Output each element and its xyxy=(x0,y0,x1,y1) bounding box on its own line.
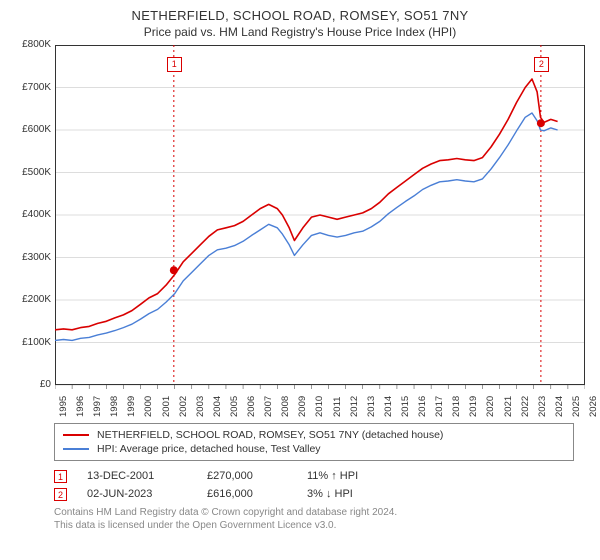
x-tick-label: 2010 xyxy=(314,396,318,417)
chart-container: NETHERFIELD, SCHOOL ROAD, ROMSEY, SO51 7… xyxy=(0,0,600,560)
legend-row: NETHERFIELD, SCHOOL ROAD, ROMSEY, SO51 7… xyxy=(63,428,565,442)
event-row: 2 02-JUN-2023£616,0003% ↓ HPI xyxy=(54,485,586,503)
event-date: 02-JUN-2023 xyxy=(87,488,207,500)
x-tick-label: 2017 xyxy=(434,396,438,417)
x-tick-label: 2013 xyxy=(366,396,370,417)
y-tick-label: £500K xyxy=(15,167,51,178)
x-tick-label: 2004 xyxy=(212,396,216,417)
x-tick-label: 1999 xyxy=(126,396,130,417)
y-tick-label: £400K xyxy=(15,209,51,220)
chart-title: NETHERFIELD, SCHOOL ROAD, ROMSEY, SO51 7… xyxy=(14,8,586,23)
x-tick-label: 2020 xyxy=(485,396,489,417)
y-tick-label: £800K xyxy=(15,39,51,50)
x-tick-label: 2018 xyxy=(451,396,455,417)
x-tick-label: 2025 xyxy=(571,396,575,417)
x-tick-label: 2007 xyxy=(263,396,267,417)
x-tick-label: 2019 xyxy=(468,396,472,417)
x-tick-label: 2006 xyxy=(246,396,250,417)
x-tick-label: 1996 xyxy=(75,396,79,417)
event-badge: 2 xyxy=(54,488,67,501)
y-tick-label: £0 xyxy=(15,379,51,390)
footnote-line1: Contains HM Land Registry data © Crown c… xyxy=(54,507,586,520)
x-tick-label: 2012 xyxy=(349,396,353,417)
line-chart-svg xyxy=(55,45,585,415)
y-tick-label: £100K xyxy=(15,337,51,348)
y-tick-label: £600K xyxy=(15,124,51,135)
x-tick-label: 2021 xyxy=(503,396,507,417)
chart-subtitle: Price paid vs. HM Land Registry's House … xyxy=(14,25,586,39)
x-tick-label: 2009 xyxy=(297,396,301,417)
event-price: £616,000 xyxy=(207,488,307,500)
x-tick-label: 2001 xyxy=(161,396,165,417)
x-tick-label: 2003 xyxy=(195,396,199,417)
legend-swatch xyxy=(63,434,89,436)
x-tick-label: 2014 xyxy=(383,396,387,417)
events-table: 1 13-DEC-2001£270,00011% ↑ HPI 2 02-JUN-202… xyxy=(54,467,586,503)
x-tick-label: 2008 xyxy=(280,396,284,417)
y-tick-label: £300K xyxy=(15,252,51,263)
x-tick-label: 2000 xyxy=(143,396,147,417)
event-delta: 11% ↑ HPI xyxy=(307,470,358,482)
legend-label: NETHERFIELD, SCHOOL ROAD, ROMSEY, SO51 7… xyxy=(97,429,443,441)
event-row: 1 13-DEC-2001£270,00011% ↑ HPI xyxy=(54,467,586,485)
x-tick-label: 2024 xyxy=(554,396,558,417)
x-tick-label: 1998 xyxy=(109,396,113,417)
legend-label: HPI: Average price, detached house, Test… xyxy=(97,443,321,455)
y-tick-label: £700K xyxy=(15,82,51,93)
x-tick-label: 2002 xyxy=(178,396,182,417)
vertical-rule-badge: 1 xyxy=(167,57,182,72)
x-tick-label: 2016 xyxy=(417,396,421,417)
x-tick-label: 2011 xyxy=(332,397,336,417)
legend-row: HPI: Average price, detached house, Test… xyxy=(63,442,565,456)
event-delta: 3% ↓ HPI xyxy=(307,488,353,500)
footnote-line2: This data is licensed under the Open Gov… xyxy=(54,520,586,533)
footnote: Contains HM Land Registry data © Crown c… xyxy=(54,507,586,532)
x-tick-label: 2022 xyxy=(520,396,524,417)
plot-area: £0£100K£200K£300K£400K£500K£600K£700K£80… xyxy=(15,45,585,415)
vertical-rule-badge: 2 xyxy=(534,57,549,72)
legend-swatch xyxy=(63,448,89,450)
y-tick-label: £200K xyxy=(15,294,51,305)
event-price: £270,000 xyxy=(207,470,307,482)
event-badge: 1 xyxy=(54,470,67,483)
legend-box: NETHERFIELD, SCHOOL ROAD, ROMSEY, SO51 7… xyxy=(54,423,574,461)
event-date: 13-DEC-2001 xyxy=(87,470,207,482)
x-tick-label: 1997 xyxy=(92,396,96,417)
x-axis-labels: 1995 1996 1997 1998 1999 2000 2001 2002 2003 2004… xyxy=(55,391,585,421)
x-tick-label: 2026 xyxy=(588,396,592,417)
x-tick-label: 2015 xyxy=(400,396,404,417)
x-tick-label: 2023 xyxy=(537,396,541,417)
x-tick-label: 2005 xyxy=(229,396,233,417)
x-tick-label: 1995 xyxy=(58,396,62,417)
